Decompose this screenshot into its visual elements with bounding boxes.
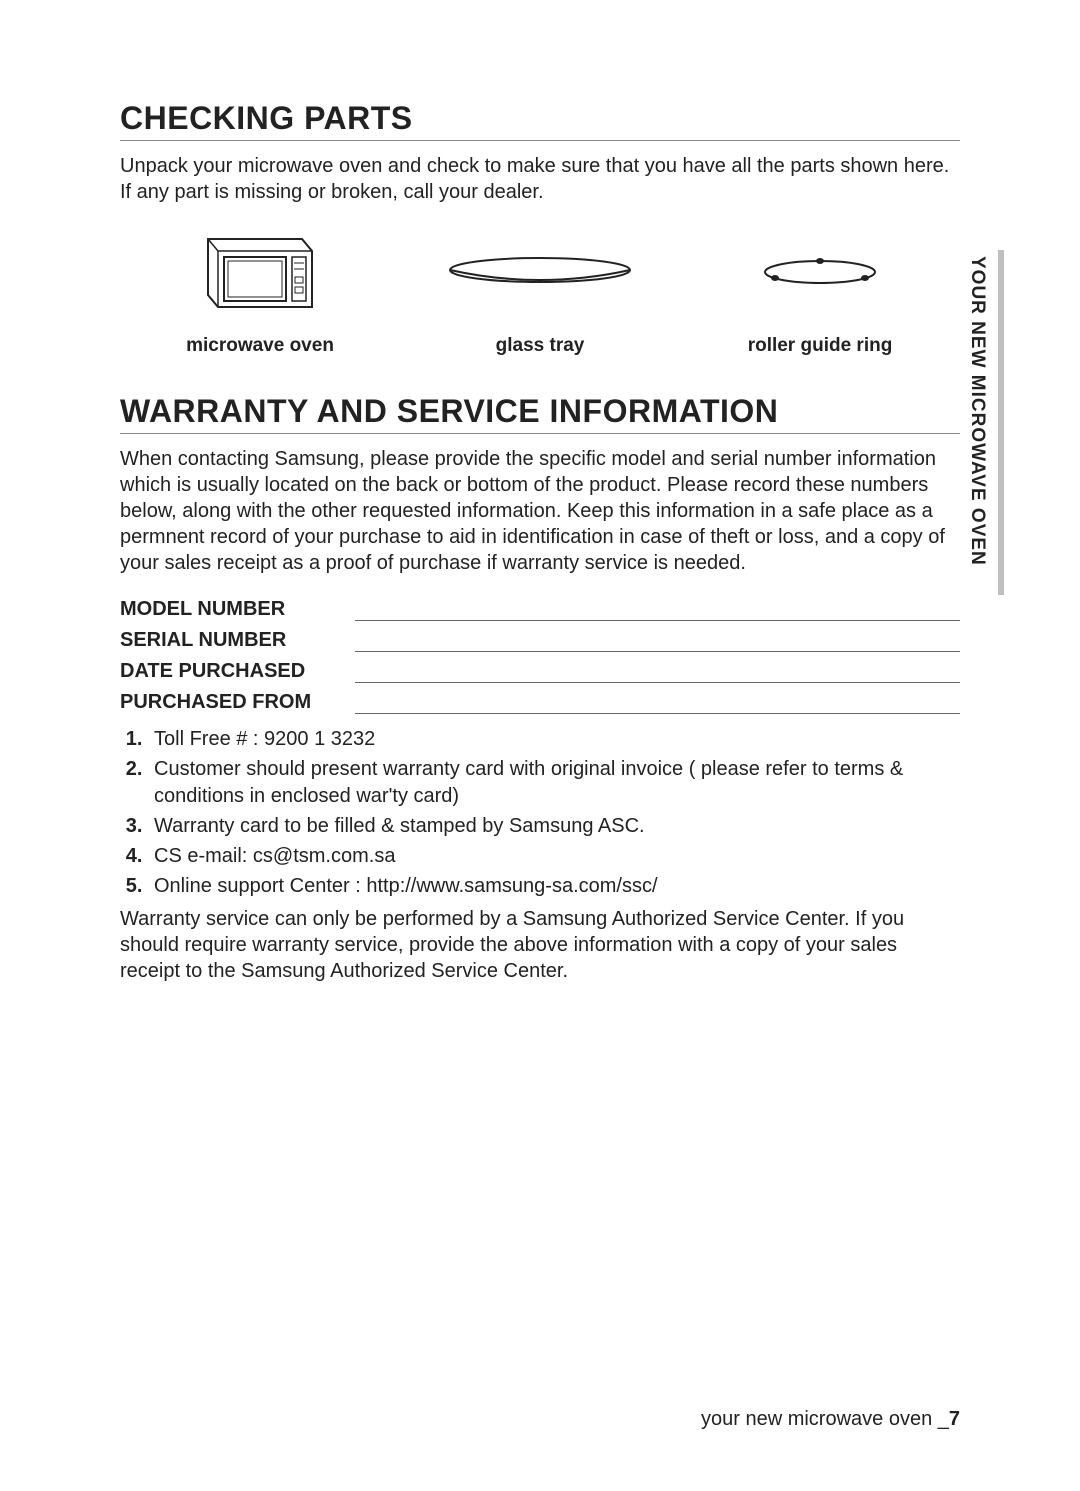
- footer-page-number: 7: [949, 1408, 960, 1430]
- form-line: [355, 692, 960, 714]
- parts-row: microwave oven glass tray roller gui: [120, 227, 960, 357]
- list-item: Toll Free # : 9200 1 3232: [148, 726, 960, 753]
- form-line: [355, 661, 960, 683]
- part-label: glass tray: [496, 335, 585, 357]
- checking-parts-intro: Unpack your microwave oven and check to …: [120, 153, 960, 205]
- form-label: SERIAL NUMBER: [120, 629, 355, 652]
- list-item: Warranty card to be filled & stamped by …: [148, 813, 960, 840]
- warranty-form: MODEL NUMBER SERIAL NUMBER DATE PURCHASE…: [120, 598, 960, 714]
- form-label: MODEL NUMBER: [120, 598, 355, 621]
- form-label: DATE PURCHASED: [120, 660, 355, 683]
- part-glass-tray: glass tray: [401, 227, 678, 357]
- list-item: Online support Center : http://www.samsu…: [148, 873, 960, 900]
- glass-tray-icon: [445, 227, 635, 317]
- side-tab-bar: [998, 250, 1004, 595]
- page-footer: your new microwave oven _7: [701, 1408, 960, 1431]
- warranty-heading: WARRANTY AND SERVICE INFORMATION: [120, 393, 960, 434]
- part-label: roller guide ring: [748, 335, 893, 357]
- page: YOUR NEW MICROWAVE OVEN CHECKING PARTS U…: [0, 0, 1080, 1066]
- list-item: Customer should present warranty card wi…: [148, 756, 960, 810]
- checking-parts-heading: CHECKING PARTS: [120, 100, 960, 141]
- form-line: [355, 599, 960, 621]
- warranty-list: Toll Free # : 9200 1 3232 Customer shoul…: [120, 726, 960, 900]
- list-item: CS e-mail: cs@tsm.com.sa: [148, 843, 960, 870]
- microwave-oven-icon: [200, 227, 320, 317]
- form-row-model-number: MODEL NUMBER: [120, 598, 960, 621]
- warranty-closing: Warranty service can only be performed b…: [120, 906, 960, 984]
- side-tab-label: YOUR NEW MICROWAVE OVEN: [964, 250, 990, 572]
- warranty-intro: When contacting Samsung, please provide …: [120, 446, 960, 576]
- part-label: microwave oven: [186, 335, 334, 357]
- form-row-date-purchased: DATE PURCHASED: [120, 660, 960, 683]
- form-row-serial-number: SERIAL NUMBER: [120, 629, 960, 652]
- roller-guide-ring-icon: [755, 227, 885, 317]
- form-line: [355, 630, 960, 652]
- part-roller-guide-ring: roller guide ring: [681, 227, 958, 357]
- form-label: PURCHASED FROM: [120, 691, 355, 714]
- form-row-purchased-from: PURCHASED FROM: [120, 691, 960, 714]
- footer-text: your new microwave oven _: [701, 1408, 949, 1430]
- part-microwave-oven: microwave oven: [121, 227, 398, 357]
